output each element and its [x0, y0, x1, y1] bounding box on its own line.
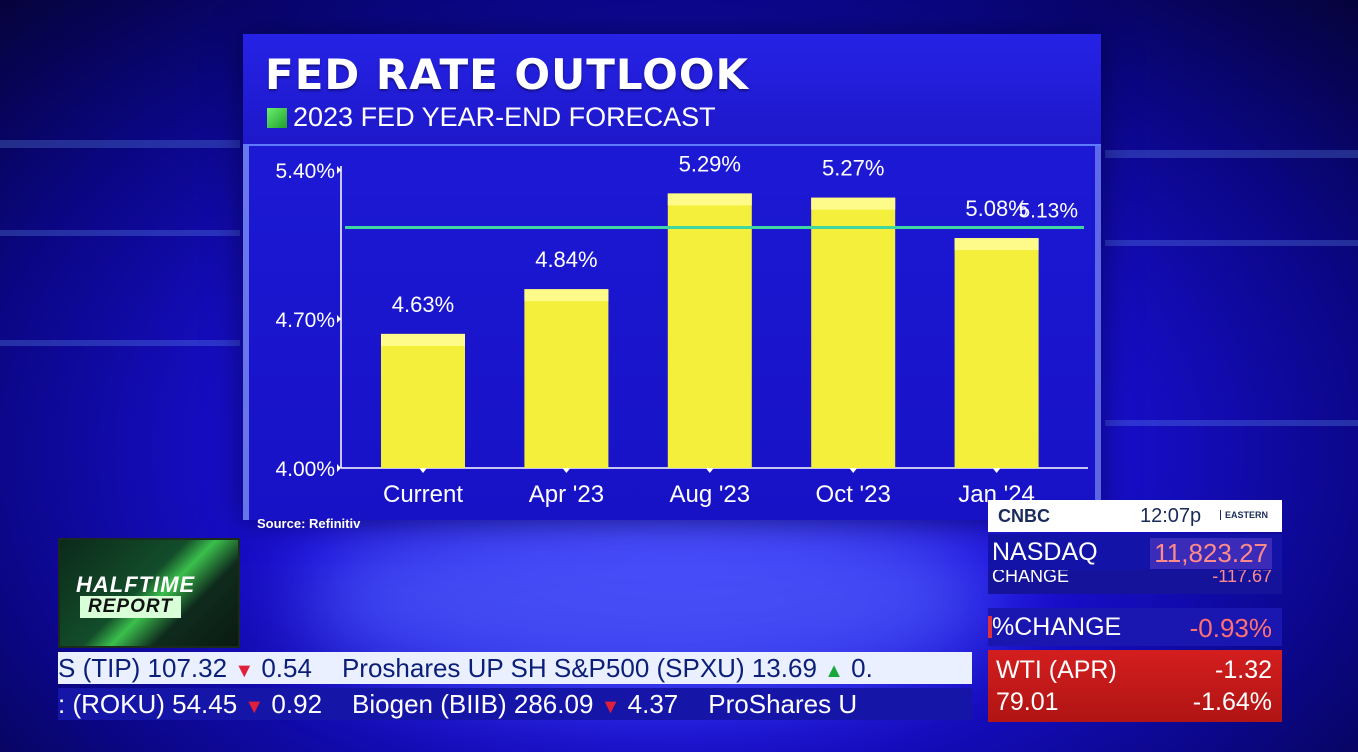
bar-value-label: 4.63% — [392, 292, 454, 317]
y-tick-label: 5.40% — [275, 160, 335, 183]
reference-line-label: 5.13% — [1018, 199, 1078, 222]
oil-percent: -1.64% — [1192, 688, 1272, 716]
ticker-change: 0. — [843, 653, 873, 683]
percent-change-row: %CHANGE -0.93% — [988, 608, 1282, 646]
chart-title: FED RATE OUTLOOK — [265, 50, 750, 99]
ticker-change: 4.37 — [620, 689, 679, 719]
background-stripe — [1105, 150, 1358, 158]
bar — [667, 193, 752, 468]
bar — [954, 238, 1039, 468]
y-tick-mark — [337, 166, 341, 174]
ticker-top: S (TIP) 107.32 ▼ 0.54 Proshares UP SH S&P… — [58, 652, 972, 684]
cnbc-logo: CNBC — [998, 506, 1050, 526]
background-stripe — [0, 340, 240, 346]
ticker-item: Proshares UP SH S&P500 (SPXU) 13.69 ▲ 0. — [342, 653, 873, 683]
logo-line-1: HALFTIME — [76, 572, 196, 597]
bar-cap — [954, 238, 1039, 251]
y-tick-label: 4.70% — [275, 309, 335, 332]
y-tick-label: 4.00% — [275, 458, 335, 481]
bar-value-label: 5.08% — [965, 196, 1027, 221]
ticker-change: 0.92 — [264, 689, 323, 719]
ticker-symbol-price: Proshares UP SH S&P500 (SPXU) 13.69 — [341, 653, 825, 683]
chart-subtitle: 2023 FED YEAR-END FORECAST — [293, 102, 716, 132]
bar — [381, 333, 465, 468]
show-logo: HALFTIME REPORT — [58, 538, 240, 648]
y-tick-mark — [337, 315, 341, 323]
ticker-item: ProShares U — [708, 689, 857, 719]
bar-cap — [811, 197, 896, 210]
index-change-row: CHANGE -117.67 — [988, 570, 1282, 594]
bar-value-label: 5.27% — [822, 156, 884, 181]
x-tick-label: Current — [383, 481, 463, 508]
ticker-symbol-price: Biogen (BIIB) 286.09 — [352, 689, 601, 719]
background-stripe — [1105, 240, 1358, 246]
panel-edge-left — [243, 34, 249, 520]
x-tick-mark — [849, 468, 858, 473]
arrow-down-icon: ▼ — [244, 696, 265, 718]
oil-change: -1.32 — [1215, 656, 1272, 684]
y-tick-mark — [337, 464, 341, 472]
background-stripe — [0, 230, 240, 236]
subtitle-square-icon — [267, 108, 287, 128]
percent-change-value: -0.93% — [1189, 613, 1272, 643]
down-marker-icon — [988, 616, 992, 638]
index-change-value: -117.67 — [1212, 570, 1272, 586]
oil-label: WTI (APR) — [996, 656, 1117, 684]
bar-value-label: 4.84% — [535, 247, 597, 272]
ticker-symbol-price: ProShares U — [708, 689, 858, 719]
x-tick-label: Aug '23 — [669, 481, 750, 508]
source-note: Source: Refinitiv — [257, 516, 361, 531]
x-tick-mark — [419, 468, 427, 473]
bar — [811, 197, 896, 468]
background-stripe — [1105, 420, 1358, 426]
ticker-item: : (ROKU) 54.45 ▼ 0.92 — [58, 689, 322, 719]
arrow-up-icon: ▲ — [824, 660, 844, 682]
x-tick-mark — [705, 468, 714, 473]
bar-cap — [524, 289, 609, 302]
chart-title-bar: FED RATE OUTLOOK 2023 FED YEAR-END FOREC… — [243, 34, 1101, 146]
bar-cap — [667, 193, 752, 206]
clock-time: 12:07p — [1140, 505, 1202, 527]
bar-value-label: 5.29% — [679, 151, 741, 176]
x-tick-mark — [562, 468, 571, 473]
arrow-down-icon: ▼ — [234, 660, 255, 682]
x-tick-mark — [992, 468, 1001, 473]
ticker-symbol-price: : (ROKU) 54.45 — [58, 689, 245, 719]
clock-timezone: EASTERN — [1220, 510, 1268, 520]
oil-price: 79.01 — [996, 688, 1059, 716]
x-tick-label: Oct '23 — [816, 481, 891, 508]
background-stripe — [0, 140, 240, 148]
bar-cap — [381, 333, 465, 346]
percent-change-label: %CHANGE — [992, 613, 1122, 641]
ticker-item: S (TIP) 107.32 ▼ 0.54 — [58, 653, 312, 683]
index-name: NASDAQ — [992, 538, 1098, 566]
index-row: NASDAQ 11,823.27 — [988, 534, 1282, 570]
ticker-item: Biogen (BIIB) 286.09 ▼ 4.37 — [352, 689, 678, 719]
oil-row: WTI (APR) -1.32 79.01 -1.64% — [988, 650, 1282, 722]
ticker-change: 0.54 — [254, 653, 312, 683]
index-value: 11,823.27 — [1150, 538, 1272, 569]
bar-chart: 4.00% 4.70% 5.40% 4.63% Current 4.84% Apr '23 5… — [275, 151, 1088, 508]
logo-line-2: REPORT — [80, 596, 181, 618]
panel-edge-right — [1095, 34, 1101, 520]
ticker-symbol-price: S (TIP) 107.32 — [58, 653, 235, 683]
ticker-bottom: : (ROKU) 54.45 ▼ 0.92 Biogen (BIIB) 286.0… — [58, 688, 972, 720]
arrow-down-icon: ▼ — [600, 696, 621, 718]
x-tick-label: Apr '23 — [529, 481, 604, 508]
index-change-label: CHANGE — [992, 570, 1070, 586]
bar — [524, 289, 609, 468]
chart-panel: FED RATE OUTLOOK 2023 FED YEAR-END FOREC… — [243, 34, 1101, 520]
network-bug: CNBC 12:07p EASTERN — [988, 500, 1282, 532]
